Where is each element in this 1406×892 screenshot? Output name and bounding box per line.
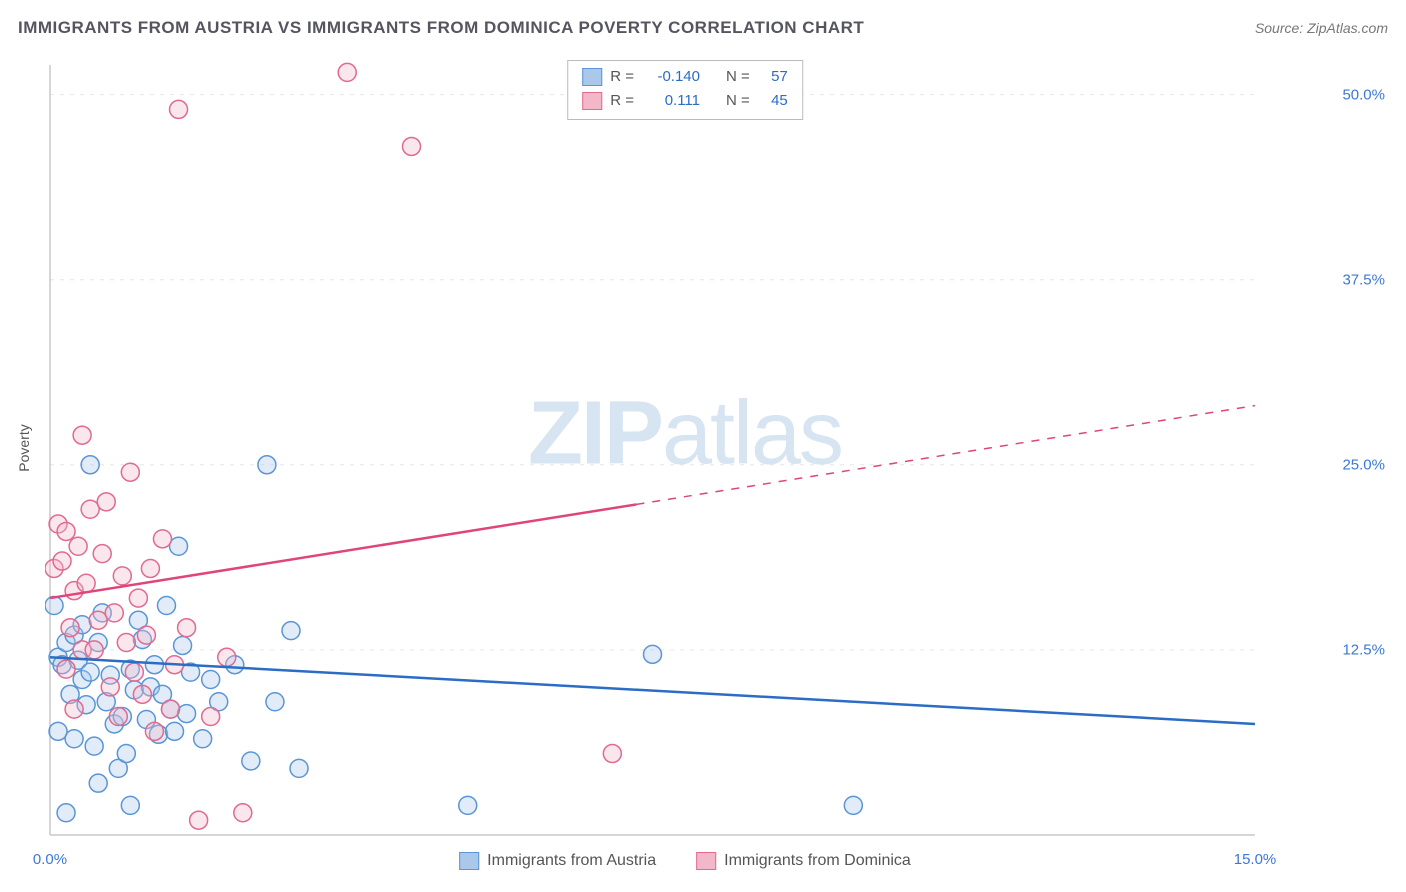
- r-value: 0.111: [642, 89, 700, 113]
- chart-area: ZIPatlas R =-0.140N =57R =0.111N =45 Imm…: [45, 60, 1325, 840]
- n-value: 45: [758, 89, 788, 113]
- legend-swatch: [696, 852, 716, 870]
- y-axis-label: Poverty: [16, 424, 32, 471]
- legend-swatch: [459, 852, 479, 870]
- legend-swatch: [582, 68, 602, 86]
- source: Source: ZipAtlas.com: [1255, 20, 1388, 36]
- source-name: ZipAtlas.com: [1307, 20, 1388, 36]
- legend-series-item: Immigrants from Dominica: [696, 852, 911, 870]
- y-tick-label: 50.0%: [1342, 86, 1385, 103]
- legend-stat-row: R = 0.111 N = 45: [582, 89, 788, 113]
- legend-swatch: [582, 92, 602, 110]
- x-tick-label: 15.0%: [1234, 851, 1277, 868]
- legend-series-label: Immigrants from Austria: [487, 852, 656, 870]
- legend-series-label: Immigrants from Dominica: [724, 852, 911, 870]
- r-label: R =: [610, 65, 634, 89]
- n-label: N =: [726, 89, 750, 113]
- source-label: Source:: [1255, 20, 1303, 36]
- r-value: -0.140: [642, 65, 700, 89]
- y-tick-label: 25.0%: [1342, 456, 1385, 473]
- legend-stats: R = -0.140 N = 57 R = 0.111 N = 45: [567, 60, 803, 120]
- header: IMMIGRANTS FROM AUSTRIA VS IMMIGRANTS FR…: [18, 18, 1388, 38]
- legend-series: Immigrants from Austria Immigrants from D…: [459, 852, 911, 870]
- r-label: R =: [610, 89, 634, 113]
- legend-stat-row: R = -0.140 N = 57: [582, 65, 788, 89]
- n-value: 57: [758, 65, 788, 89]
- y-tick-label: 37.5%: [1342, 271, 1385, 288]
- scatter-plot: [45, 60, 1325, 840]
- y-tick-label: 12.5%: [1342, 641, 1385, 658]
- chart-title: IMMIGRANTS FROM AUSTRIA VS IMMIGRANTS FR…: [18, 18, 864, 38]
- x-tick-label: 0.0%: [33, 851, 67, 868]
- legend-series-item: Immigrants from Austria: [459, 852, 656, 870]
- n-label: N =: [726, 65, 750, 89]
